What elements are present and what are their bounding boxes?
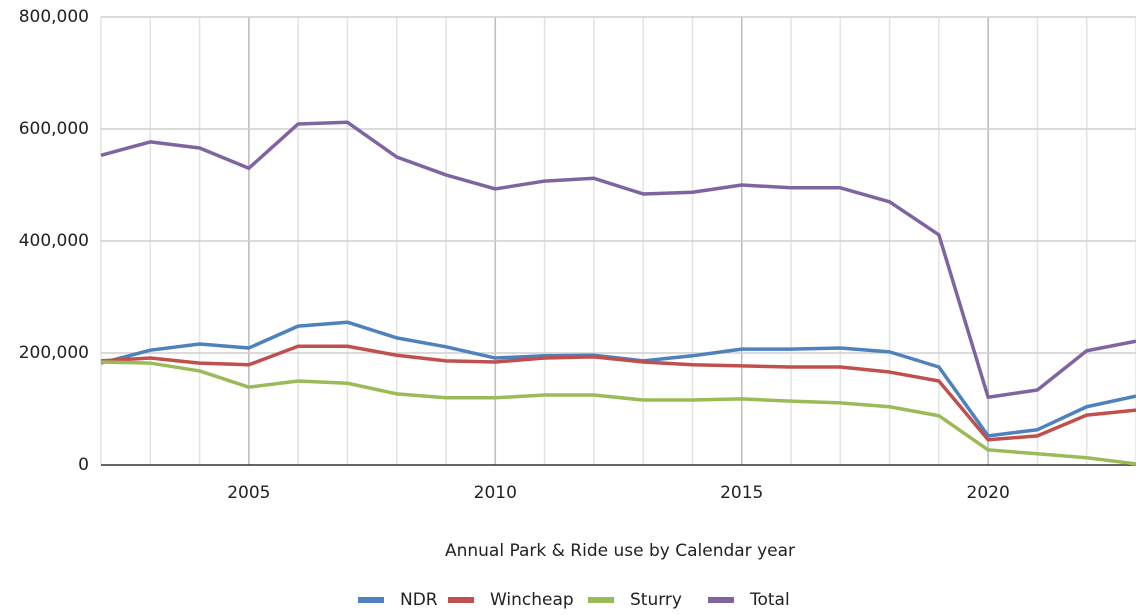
y-tick-label: 0 xyxy=(78,455,89,475)
series-line xyxy=(100,120,1136,399)
y-tick-label: 600,000 xyxy=(19,119,89,139)
series-line xyxy=(100,360,1136,466)
y-tick-label: 800,000 xyxy=(19,7,89,27)
x-tick-label: 2015 xyxy=(720,483,763,503)
legend-label: Wincheap xyxy=(490,590,574,610)
legend-label: Sturry xyxy=(630,590,682,610)
legend-swatch xyxy=(448,597,474,603)
legend-swatch xyxy=(358,597,384,603)
x-tick-label: 2005 xyxy=(227,483,270,503)
legend-label: Total xyxy=(749,590,790,610)
legend-swatch xyxy=(708,597,734,603)
y-tick-label: 200,000 xyxy=(19,343,89,363)
series-line xyxy=(100,320,1136,438)
x-tick-label: 2020 xyxy=(967,483,1010,503)
legend-label: NDR xyxy=(400,590,438,610)
x-axis-label: Annual Park & Ride use by Calendar year xyxy=(445,541,795,561)
y-tick-label: 400,000 xyxy=(19,231,89,251)
series-line xyxy=(100,344,1136,442)
x-tick-label: 2010 xyxy=(474,483,517,503)
legend-swatch xyxy=(588,597,614,603)
